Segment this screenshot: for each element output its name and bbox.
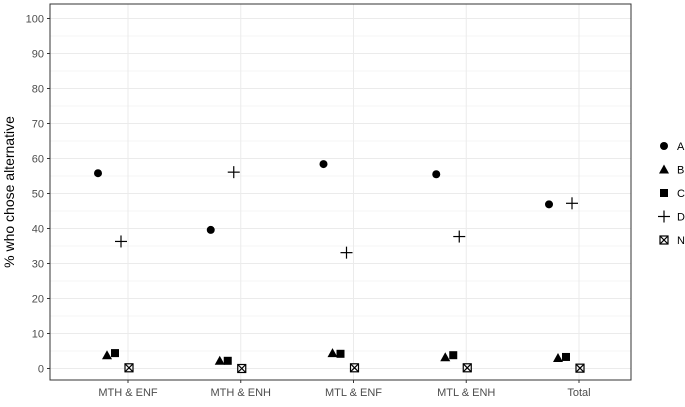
data-point-b: [327, 348, 338, 358]
x-tick-label: Total: [567, 387, 590, 399]
legend-item-b: B: [659, 164, 684, 177]
data-point-a: [545, 200, 553, 209]
data-point-d: [566, 197, 578, 210]
legend-key-a: [660, 142, 668, 150]
legend-label: N: [677, 235, 685, 247]
data-point-d: [227, 166, 240, 179]
data-point-a: [432, 170, 441, 179]
data-point-d: [115, 235, 127, 248]
legend-label: B: [677, 165, 684, 177]
legend-item-n: N: [659, 235, 685, 247]
plot-panel-border: [49, 3, 632, 381]
y-tick-label: 50: [32, 189, 44, 201]
y-tick-label: 100: [26, 14, 44, 26]
y-tick-label: 0: [38, 364, 44, 376]
legend-item-a: A: [660, 141, 685, 153]
y-axis-title: % who chose alternative: [1, 116, 17, 268]
data-points: [94, 160, 585, 374]
legend-key-n: [659, 235, 669, 245]
data-point-a: [206, 225, 215, 234]
axis-ticks: 0 10 20 30 40 50 60 70 80 90 100 MTH & ENF MTH & ENH…: [26, 14, 591, 400]
data-point-n: [124, 363, 134, 373]
data-point-c: [449, 351, 458, 360]
data-point-a: [319, 160, 328, 169]
y-tick-label: 70: [32, 119, 44, 131]
data-point-n: [462, 363, 472, 373]
x-tick-label: MTL & ENH: [437, 387, 495, 399]
data-point-b: [440, 352, 451, 362]
data-point-d: [340, 246, 353, 259]
x-tick-label: MTH & ENH: [211, 387, 272, 399]
data-point-b: [553, 353, 563, 362]
y-tick-label: 20: [32, 294, 44, 306]
data-point-c: [562, 352, 570, 361]
data-point-c: [111, 349, 119, 358]
y-tick-label: 40: [32, 224, 44, 236]
y-tick-label: 80: [32, 84, 44, 96]
data-point-n: [237, 363, 247, 374]
data-point-n: [575, 363, 585, 373]
x-tick-label: MTL & ENF: [325, 387, 382, 399]
legend-item-c: C: [660, 188, 685, 200]
legend-item-d: D: [658, 210, 685, 224]
legend-key-b: [659, 164, 669, 174]
data-point-c: [223, 356, 232, 365]
legend-label: C: [677, 188, 685, 200]
data-point-n: [349, 363, 360, 373]
y-tick-label: 10: [32, 329, 44, 341]
y-tick-label: 30: [32, 259, 44, 271]
legend-key-d: [658, 210, 670, 223]
data-point-b: [214, 355, 225, 365]
data-point-b: [102, 350, 112, 360]
grid-lines: [50, 4, 631, 380]
legend-label: D: [677, 212, 685, 224]
legend-label: A: [677, 141, 685, 153]
data-point-d: [453, 230, 466, 243]
legend-key-c: [660, 189, 668, 197]
y-tick-label: 90: [32, 49, 44, 61]
data-point-c: [336, 349, 345, 358]
y-tick-label: 60: [32, 154, 44, 166]
data-point-a: [94, 169, 102, 178]
x-tick-label: MTH & ENF: [98, 387, 158, 399]
